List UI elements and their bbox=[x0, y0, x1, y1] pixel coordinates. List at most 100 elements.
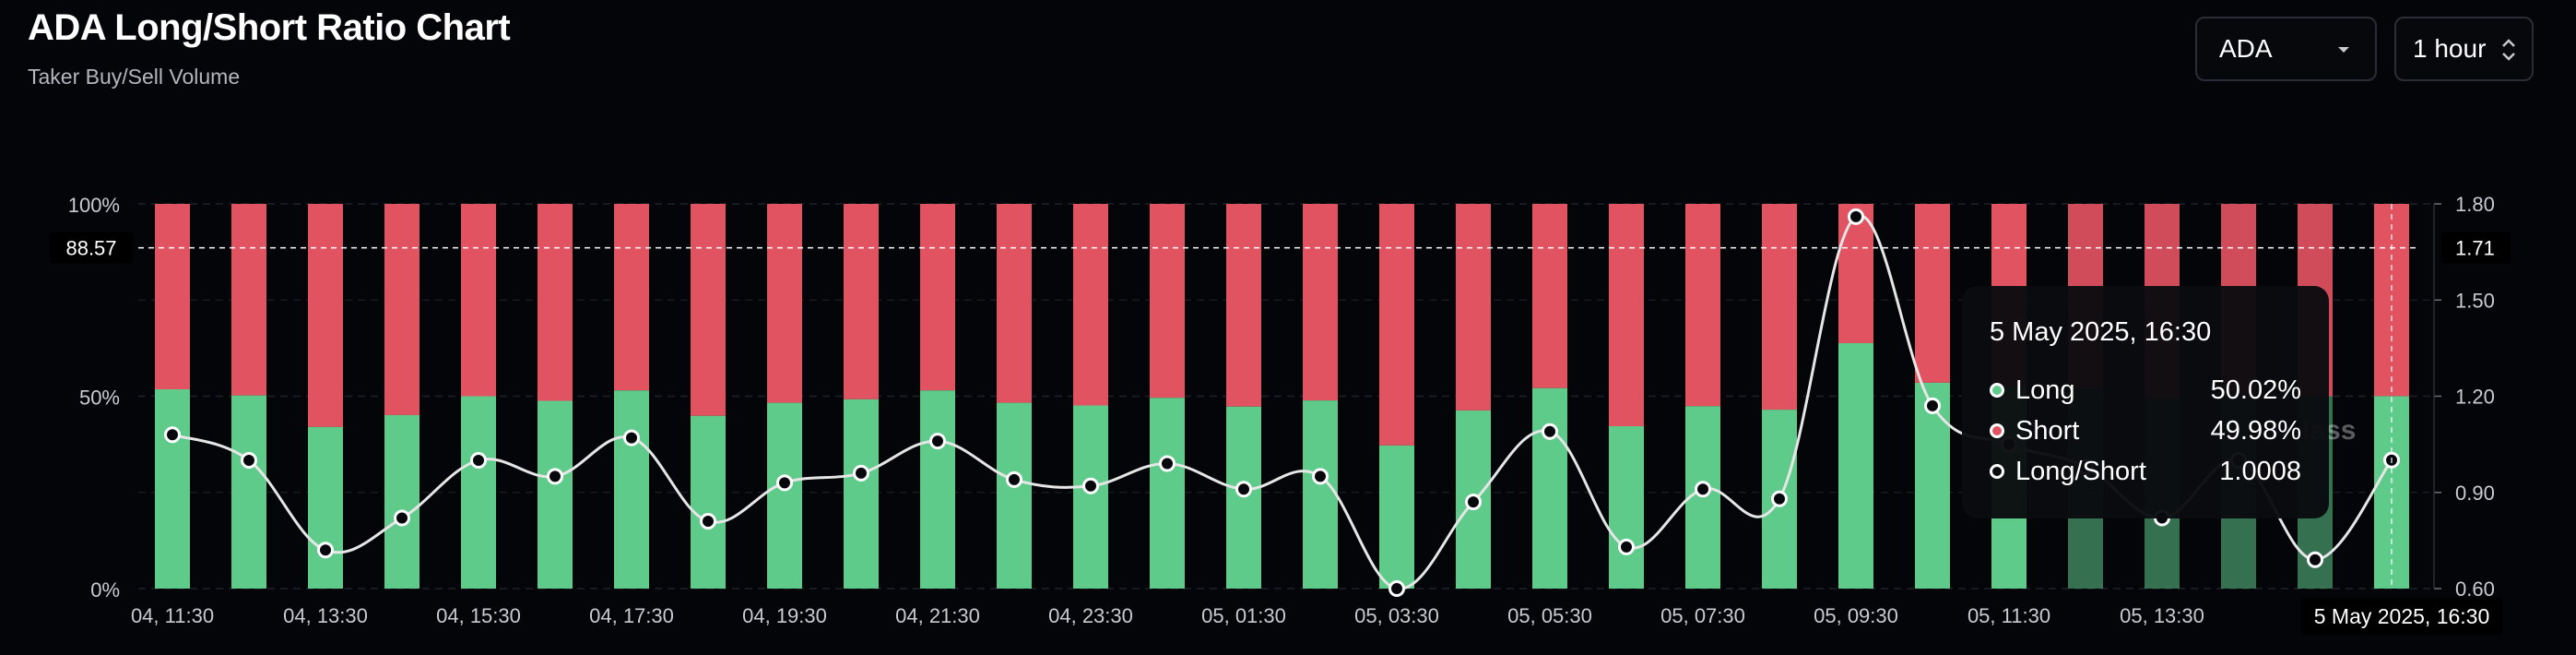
x-tick-label: 05, 09:30 bbox=[1814, 604, 1898, 627]
short-bar bbox=[461, 204, 496, 397]
long-bar bbox=[231, 395, 266, 589]
ratio-point bbox=[1388, 580, 1405, 597]
tooltip-row-ratio: Long/Short 1.0008 bbox=[1990, 451, 2301, 492]
long-bar bbox=[1379, 445, 1414, 589]
short-bar bbox=[155, 204, 190, 389]
short-bar bbox=[1532, 204, 1567, 388]
long-bar bbox=[1532, 387, 1567, 589]
y-left-tick-label: 100% bbox=[68, 194, 120, 217]
ratio-point bbox=[1006, 470, 1022, 488]
x-tick-label: 04, 19:30 bbox=[742, 604, 827, 627]
short-bar bbox=[1073, 204, 1108, 406]
short-bar bbox=[1379, 204, 1414, 446]
ratio-point bbox=[1618, 538, 1635, 555]
long-bar bbox=[1150, 398, 1185, 589]
long-bar bbox=[308, 426, 343, 589]
ratio-point bbox=[470, 452, 487, 469]
ratio-point bbox=[241, 452, 257, 469]
ratio-point bbox=[164, 426, 181, 444]
chart-subtitle: Taker Buy/Sell Volume bbox=[28, 65, 241, 89]
long-bar bbox=[1073, 405, 1108, 589]
up-down-chevron-icon bbox=[2502, 39, 2515, 61]
long-dot-icon bbox=[1990, 383, 2004, 398]
tooltip-row-long: Long 50.02% bbox=[1990, 370, 2301, 411]
ratio-point bbox=[1924, 397, 1941, 414]
x-tick-label: 04, 17:30 bbox=[589, 604, 674, 627]
ratio-point bbox=[1695, 481, 1711, 498]
short-bar bbox=[1609, 204, 1644, 427]
ratio-point bbox=[547, 468, 563, 485]
y-right-tick-label: 0.90 bbox=[2455, 482, 2495, 505]
y-right-tick-label: 0.60 bbox=[2455, 578, 2495, 601]
x-tick-label: 05, 11:30 bbox=[1967, 604, 2050, 627]
coin-select[interactable]: ADA bbox=[2195, 17, 2377, 81]
crosshair-x-label: 5 May 2025, 16:30 bbox=[2314, 604, 2490, 628]
tooltip-value: 50.02% bbox=[2210, 375, 2301, 405]
short-bar bbox=[614, 204, 649, 391]
x-tick-label: 04, 13:30 bbox=[283, 604, 368, 627]
short-bar bbox=[384, 204, 419, 415]
ratio-point bbox=[1465, 494, 1482, 511]
ratio-point bbox=[853, 464, 869, 482]
crosshair-x-label-box bbox=[2301, 598, 2502, 635]
y-left-tick-label: 0% bbox=[90, 578, 120, 601]
ratio-point bbox=[623, 429, 640, 447]
tooltip-value: 1.0008 bbox=[2219, 456, 2301, 486]
crosshair-right-label-box bbox=[2441, 232, 2511, 264]
coin-select-value: ADA bbox=[2219, 34, 2273, 63]
ratio-point bbox=[1159, 455, 1176, 472]
tooltip-label: Long bbox=[2015, 375, 2075, 405]
ratio-point bbox=[1235, 481, 1252, 498]
x-tick-label: 05, 13:30 bbox=[2120, 604, 2204, 627]
short-bar bbox=[767, 204, 802, 403]
x-tick-label: 05, 07:30 bbox=[1660, 604, 1745, 627]
long-bar bbox=[155, 388, 190, 589]
ratio-point bbox=[1082, 477, 1099, 494]
crosshair-left-value: 88.57 bbox=[65, 237, 116, 260]
x-tick-label: 04, 11:30 bbox=[131, 604, 214, 627]
long-bar bbox=[844, 399, 879, 589]
ratio-point bbox=[1771, 490, 1788, 507]
long-bar bbox=[614, 390, 649, 589]
ratio-point bbox=[776, 474, 793, 492]
ratio-dot-icon bbox=[1990, 464, 2004, 479]
long-bar bbox=[1915, 382, 1950, 589]
x-tick-label: 05, 05:30 bbox=[1507, 604, 1592, 627]
ratio-point bbox=[700, 513, 716, 530]
long-bar bbox=[767, 402, 802, 589]
short-bar bbox=[1915, 204, 1950, 383]
short-bar bbox=[1456, 204, 1491, 411]
long-bar bbox=[1838, 342, 1873, 589]
short-bar bbox=[538, 204, 573, 401]
long-bar bbox=[920, 390, 955, 589]
ratio-point bbox=[1542, 423, 1558, 440]
long-bar bbox=[384, 414, 419, 589]
y-right-tick-label: 1.50 bbox=[2455, 289, 2495, 312]
x-tick-label: 05, 03:30 bbox=[1354, 604, 1439, 627]
tooltip-label: Short bbox=[2015, 415, 2080, 446]
short-bar bbox=[1150, 204, 1185, 399]
y-right-tick-label: 1.80 bbox=[2455, 193, 2495, 216]
tooltip-row-short: Short 49.98% bbox=[1990, 411, 2301, 451]
interval-select[interactable]: 1 hour bbox=[2394, 17, 2534, 81]
short-bar bbox=[997, 204, 1032, 403]
ratio-point bbox=[317, 542, 334, 559]
short-bar bbox=[1226, 204, 1261, 407]
x-tick-label: 04, 23:30 bbox=[1048, 604, 1133, 627]
page-title: ADA Long/Short Ratio Chart bbox=[28, 7, 511, 48]
short-bar bbox=[844, 204, 879, 399]
tooltip-value: 49.98% bbox=[2210, 415, 2301, 446]
long-bar bbox=[1609, 426, 1644, 589]
short-bar bbox=[231, 204, 266, 396]
short-dot-icon bbox=[1990, 423, 2004, 438]
ratio-point bbox=[1312, 468, 1329, 485]
tooltip-title: 5 May 2025, 16:30 bbox=[1990, 317, 2212, 347]
long-bar bbox=[691, 415, 726, 589]
long-bar bbox=[461, 396, 496, 589]
crosshair-right-value: 1.71 bbox=[2455, 237, 2495, 260]
tooltip-label: Long/Short bbox=[2015, 456, 2146, 486]
y-right-tick-label: 1.20 bbox=[2455, 386, 2495, 409]
crosshair-left-label-box bbox=[50, 232, 133, 264]
long-bar bbox=[1303, 400, 1338, 589]
